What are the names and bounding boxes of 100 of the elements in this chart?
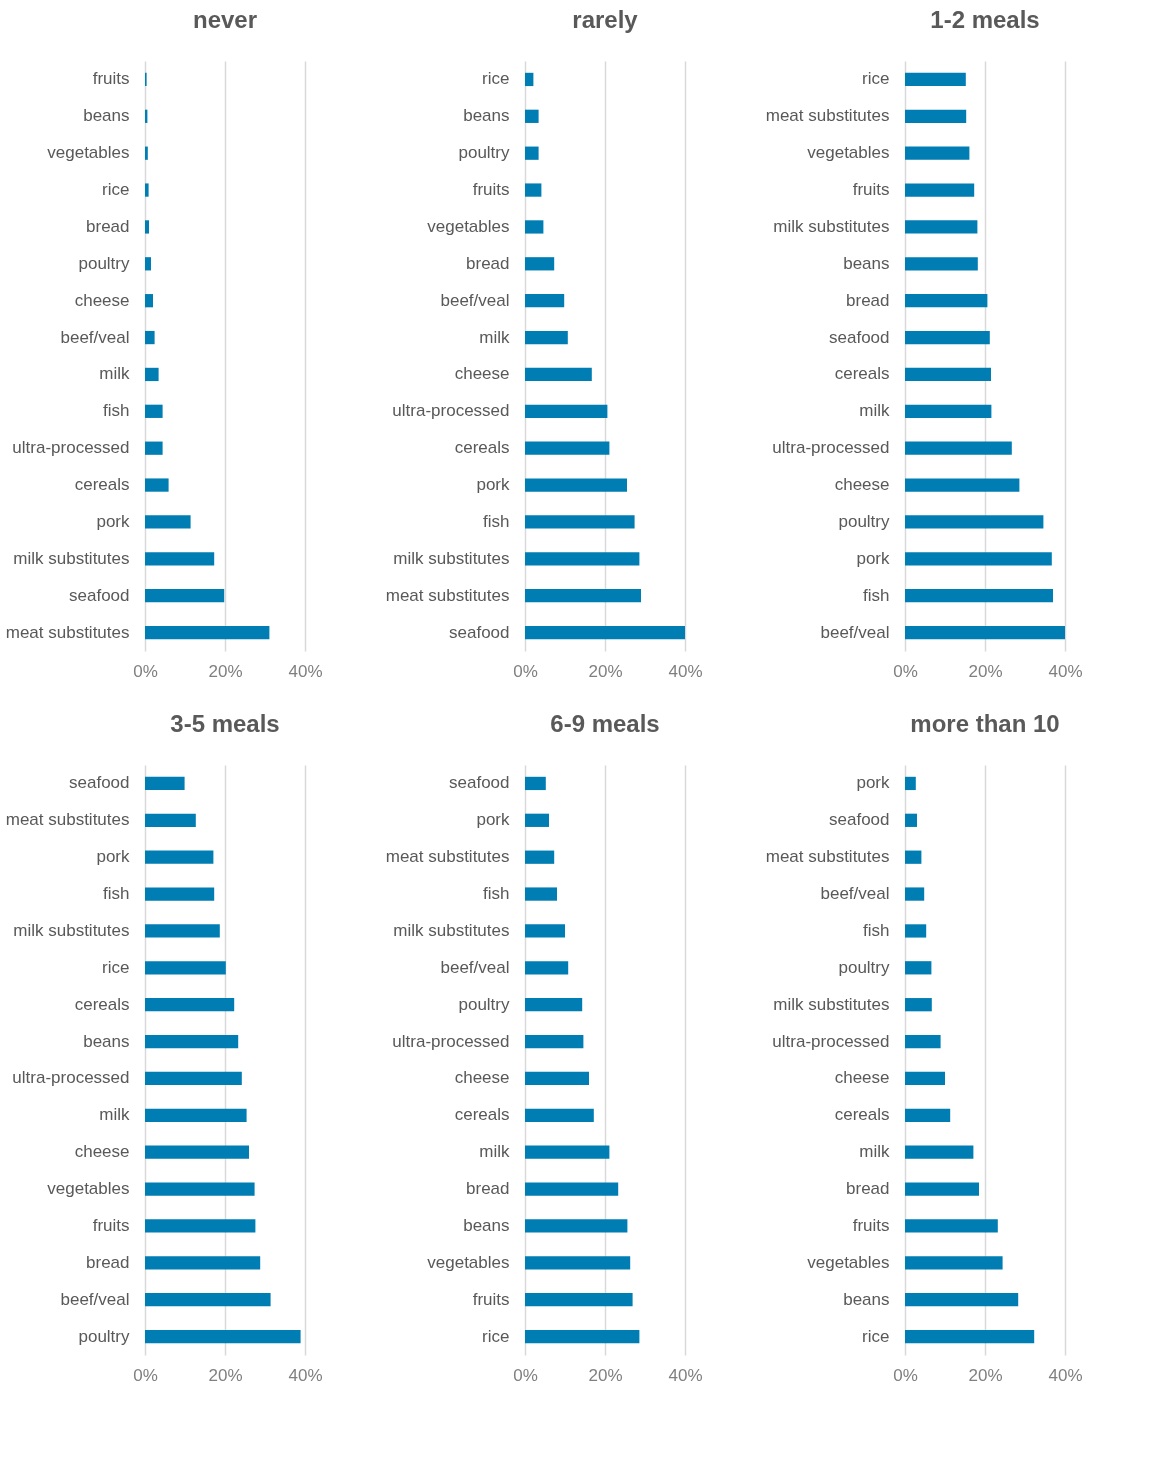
y-tick-label: fruits bbox=[852, 180, 890, 200]
chart-title: 3-5 meals bbox=[170, 710, 280, 737]
y-tick-label: milk bbox=[99, 1105, 130, 1125]
y-tick-label: fish bbox=[483, 511, 510, 531]
y-tick-label: bread bbox=[846, 290, 890, 310]
y-tick-label: beef/veal bbox=[60, 1289, 130, 1309]
bar bbox=[905, 146, 970, 160]
y-tick-label: beans bbox=[83, 106, 130, 126]
bar bbox=[905, 441, 1012, 455]
bar bbox=[525, 1219, 628, 1233]
y-tick-label: milk substitutes bbox=[13, 920, 130, 940]
y-tick-label: ultra-processed bbox=[12, 438, 130, 458]
y-tick-label: beef/veal bbox=[440, 290, 510, 310]
y-tick-label: rice bbox=[862, 1326, 890, 1346]
y-tick-label: cheese bbox=[74, 290, 130, 310]
y-tick-label: beans bbox=[463, 106, 510, 126]
y-tick-label: rice bbox=[482, 69, 510, 89]
bar bbox=[145, 367, 159, 382]
y-tick-label: seafood bbox=[449, 622, 510, 642]
y-tick-label: meat substitutes bbox=[765, 847, 890, 867]
y-tick-label: cereals bbox=[834, 1105, 890, 1125]
x-tick-label: 40% bbox=[1048, 1365, 1083, 1385]
bar bbox=[525, 1293, 633, 1307]
y-tick-label: poultry bbox=[838, 957, 890, 977]
bar bbox=[525, 220, 544, 234]
x-tick-label: 40% bbox=[668, 661, 703, 681]
bar bbox=[525, 924, 565, 938]
bar bbox=[525, 109, 539, 123]
y-tick-label: milk substitutes bbox=[773, 994, 890, 1014]
bar bbox=[145, 1182, 255, 1196]
bar bbox=[145, 589, 225, 603]
y-tick-label: vegetables bbox=[427, 216, 510, 236]
y-tick-label: milk substitutes bbox=[393, 548, 510, 568]
bar bbox=[145, 515, 191, 529]
bar bbox=[145, 1256, 261, 1270]
bar bbox=[145, 478, 169, 492]
bar bbox=[525, 887, 557, 901]
bar bbox=[905, 220, 978, 234]
bar bbox=[145, 961, 226, 975]
bar bbox=[525, 294, 565, 308]
x-tick-label: 0% bbox=[513, 661, 538, 681]
bar bbox=[145, 887, 215, 901]
y-tick-label: cheese bbox=[74, 1142, 130, 1162]
y-tick-label: rice bbox=[102, 180, 130, 200]
y-tick-label: poultry bbox=[838, 511, 890, 531]
y-tick-label: cereals bbox=[454, 1105, 510, 1125]
y-tick-label: meat substitutes bbox=[5, 810, 130, 830]
bar bbox=[145, 1108, 247, 1122]
y-tick-label: poultry bbox=[78, 253, 130, 273]
bar bbox=[905, 109, 967, 123]
bar bbox=[525, 961, 569, 975]
bar bbox=[525, 998, 583, 1012]
y-tick-label: beans bbox=[843, 1289, 890, 1309]
y-tick-label: fish bbox=[103, 401, 130, 421]
y-tick-label: beans bbox=[463, 1215, 510, 1235]
bar bbox=[145, 1034, 239, 1049]
y-tick-label: milk bbox=[859, 401, 890, 421]
y-tick-label: fish bbox=[103, 884, 130, 904]
bar bbox=[145, 1145, 249, 1159]
x-tick-label: 20% bbox=[588, 1365, 623, 1385]
bar bbox=[905, 1034, 941, 1049]
y-tick-label: pork bbox=[476, 810, 510, 830]
bar bbox=[905, 1108, 951, 1122]
chart-title: 6-9 meals bbox=[550, 710, 660, 737]
y-tick-label: beef/veal bbox=[820, 884, 890, 904]
y-tick-label: cheese bbox=[834, 1068, 890, 1088]
y-tick-label: ultra-processed bbox=[392, 401, 510, 421]
bar bbox=[905, 1219, 998, 1233]
x-tick-label: 20% bbox=[588, 661, 623, 681]
bar bbox=[145, 552, 215, 566]
chart-title: rarely bbox=[572, 6, 639, 33]
y-tick-label: beef/veal bbox=[820, 622, 890, 642]
y-tick-label: bread bbox=[466, 1179, 510, 1199]
bar bbox=[145, 998, 235, 1012]
y-tick-label: cereals bbox=[74, 475, 130, 495]
bar bbox=[525, 1108, 594, 1122]
y-tick-label: cereals bbox=[454, 438, 510, 458]
y-tick-label: beans bbox=[843, 253, 890, 273]
bar bbox=[905, 478, 1020, 492]
y-tick-label: seafood bbox=[69, 585, 130, 605]
bar bbox=[145, 776, 185, 791]
y-tick-label: rice bbox=[482, 1326, 510, 1346]
bar bbox=[525, 552, 640, 566]
x-tick-label: 20% bbox=[208, 661, 243, 681]
bar bbox=[525, 146, 539, 160]
y-tick-label: meat substitutes bbox=[765, 106, 890, 126]
bar bbox=[905, 625, 1065, 640]
y-tick-label: seafood bbox=[449, 773, 510, 793]
y-tick-label: vegetables bbox=[807, 143, 890, 163]
bar bbox=[905, 72, 966, 87]
bar bbox=[525, 625, 685, 640]
y-tick-label: fruits bbox=[92, 69, 130, 89]
bar bbox=[145, 924, 220, 938]
y-tick-label: ultra-processed bbox=[772, 1031, 890, 1051]
bar bbox=[905, 589, 1053, 603]
y-tick-label: vegetables bbox=[807, 1252, 890, 1272]
bar bbox=[525, 478, 627, 492]
y-tick-label: seafood bbox=[829, 327, 890, 347]
y-tick-label: fish bbox=[483, 884, 510, 904]
bar bbox=[145, 625, 270, 640]
